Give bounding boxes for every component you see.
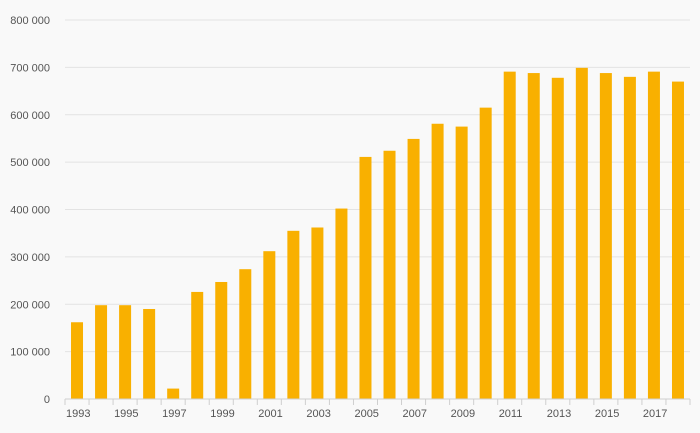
bar-2009 bbox=[455, 126, 468, 399]
y-tick-label: 100 000 bbox=[10, 347, 50, 359]
bar-2006 bbox=[383, 150, 396, 399]
x-tick-label: 1995 bbox=[114, 408, 138, 420]
x-tick-label: 2011 bbox=[499, 408, 523, 420]
bars bbox=[71, 67, 684, 400]
x-tick-label: 2013 bbox=[547, 408, 571, 420]
y-tick-label: 500 000 bbox=[10, 157, 50, 169]
y-tick-label: 0 bbox=[44, 394, 50, 406]
bar-2001 bbox=[263, 251, 276, 399]
y-tick-label: 600 000 bbox=[10, 110, 50, 122]
gridlines bbox=[65, 19, 690, 400]
bar-1997 bbox=[167, 388, 180, 399]
x-tick-label: 1993 bbox=[66, 408, 90, 420]
x-tick-label: 2015 bbox=[595, 408, 619, 420]
bar-1993 bbox=[71, 322, 84, 399]
bar-2011 bbox=[503, 71, 516, 400]
bar-1998 bbox=[191, 291, 204, 399]
y-tick-label: 200 000 bbox=[10, 299, 50, 311]
bar-2012 bbox=[527, 73, 540, 399]
x-tick-label: 2005 bbox=[354, 408, 378, 420]
bar-2015 bbox=[599, 73, 612, 399]
bar-1999 bbox=[215, 281, 228, 399]
x-tick-label: 2007 bbox=[403, 408, 427, 420]
bar-2002 bbox=[287, 230, 300, 399]
x-axis-ticks: 1993 1995 1997 1999 2001 2003 2005 2007 2009 2011… bbox=[64, 399, 691, 420]
x-tick-label: 2003 bbox=[306, 408, 330, 420]
bar-1996 bbox=[143, 308, 156, 399]
bar-2010 bbox=[479, 107, 492, 400]
bar-2017 bbox=[647, 71, 660, 400]
x-tick-label: 1997 bbox=[162, 408, 186, 420]
x-tick-label: 1999 bbox=[210, 408, 234, 420]
y-axis-tick-labels: 0 100 000 200 000 300 000 400 000 500 000 600 … bbox=[10, 15, 50, 406]
bar-1995 bbox=[119, 305, 132, 399]
bar-2000 bbox=[239, 269, 252, 399]
x-tick-label: 2009 bbox=[451, 408, 475, 420]
bar-2005 bbox=[359, 156, 372, 399]
y-tick-label: 400 000 bbox=[10, 205, 50, 217]
y-tick-label: 700 000 bbox=[10, 62, 50, 74]
bar-2018 bbox=[671, 81, 684, 400]
bar-2004 bbox=[335, 208, 348, 399]
bar-2013 bbox=[551, 77, 564, 400]
x-tick-label: 2001 bbox=[258, 408, 282, 420]
bar-2016 bbox=[623, 76, 636, 399]
bar-1994 bbox=[95, 305, 108, 399]
y-tick-label: 300 000 bbox=[10, 252, 50, 264]
bar-2007 bbox=[407, 138, 420, 399]
bar-2008 bbox=[431, 123, 444, 399]
bar-2003 bbox=[311, 227, 324, 399]
y-tick-label: 800 000 bbox=[10, 15, 50, 27]
bar-2014 bbox=[575, 67, 588, 399]
x-tick-label: 2017 bbox=[643, 408, 667, 420]
